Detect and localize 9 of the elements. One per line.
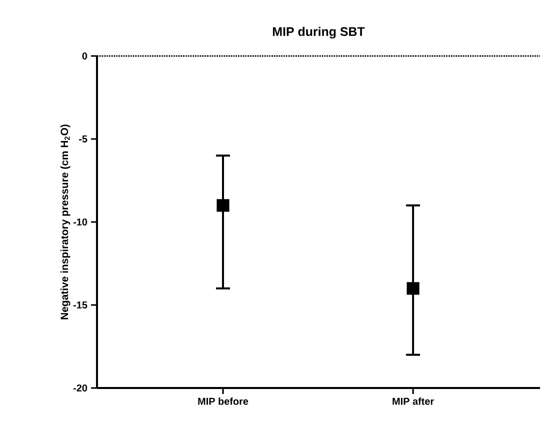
x-tick-label: MIP before bbox=[198, 398, 248, 405]
y-tick-label: -20 bbox=[73, 384, 88, 392]
y-tick-label: 0 bbox=[82, 52, 88, 60]
y-tick-label: -10 bbox=[73, 218, 88, 226]
x-tick-label: MIP after bbox=[392, 398, 434, 405]
y-tick-label: -5 bbox=[79, 136, 88, 142]
y-tick-label: -15 bbox=[73, 302, 88, 308]
y-axis-title: Negative inspiratory pressure (cm H$_{2}$O) bbox=[60, 124, 70, 320]
chart-title: MIP during SBT bbox=[272, 26, 365, 38]
